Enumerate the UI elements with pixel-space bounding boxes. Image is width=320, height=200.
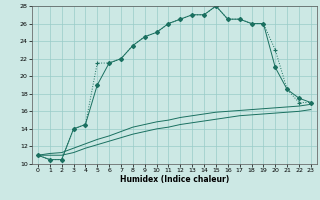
X-axis label: Humidex (Indice chaleur): Humidex (Indice chaleur)	[120, 175, 229, 184]
